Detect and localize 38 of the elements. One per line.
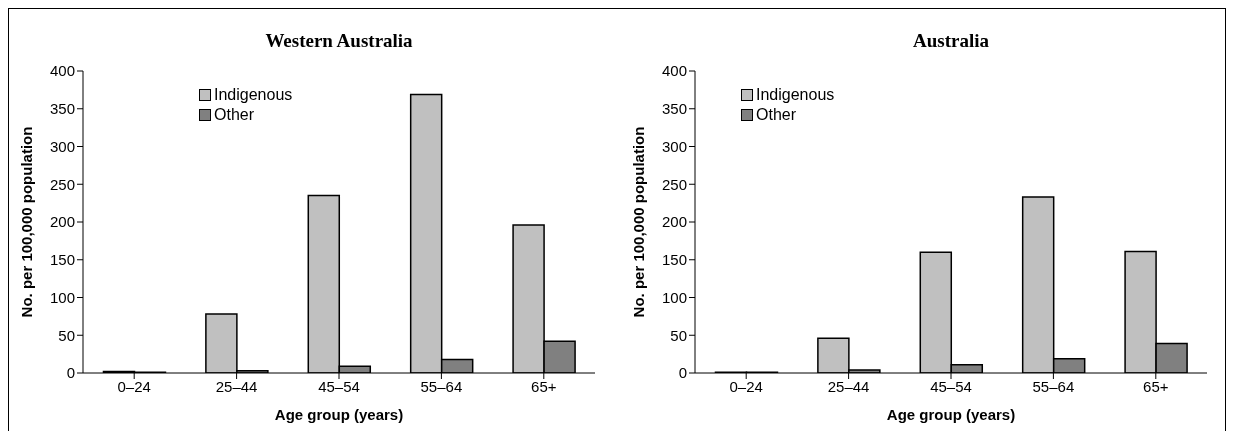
x-tick-label: 45–54	[930, 377, 972, 395]
y-tick-label: 150	[49, 251, 75, 269]
legend-label: Indigenous	[214, 85, 293, 105]
y-tick-label: 200	[661, 213, 687, 231]
x-tick-label: 65+	[1143, 377, 1169, 395]
y-tick-label: 50	[58, 326, 75, 344]
y-tick-label: 350	[49, 100, 75, 118]
y-tick-label: 100	[49, 288, 75, 306]
y-tick-label: 50	[670, 326, 687, 344]
x-tick-label: 55–64	[1032, 377, 1075, 395]
chart-title: Australia	[912, 29, 990, 53]
x-tick-label: 0–24	[117, 377, 151, 395]
y-tick-label: 0	[66, 364, 75, 382]
x-tick-label: 45–54	[318, 377, 360, 395]
y-tick-label: 150	[661, 251, 687, 269]
x-axis-title: Age group (years)	[886, 405, 1016, 423]
y-tick-label: 0	[678, 364, 687, 382]
x-tick-label: 0–24	[729, 377, 763, 395]
y-tick-label: 250	[661, 175, 687, 193]
y-axis-title: No. per 100,000 population	[630, 126, 648, 318]
x-axis-title: Age group (years)	[274, 405, 404, 423]
legend-label: Other	[756, 105, 797, 125]
y-tick-label: 300	[49, 137, 75, 155]
x-tick-label: 65+	[531, 377, 557, 395]
x-tick-label: 55–64	[420, 377, 463, 395]
x-tick-label: 25–44	[215, 377, 258, 395]
x-tick-label: 25–44	[827, 377, 870, 395]
legend-label: Indigenous	[756, 85, 835, 105]
y-tick-label: 400	[661, 62, 687, 80]
y-tick-label: 350	[661, 100, 687, 118]
y-tick-label: 200	[49, 213, 75, 231]
legend-label: Other	[214, 105, 255, 125]
y-axis-title: No. per 100,000 population	[18, 126, 36, 318]
y-tick-label: 250	[49, 175, 75, 193]
y-tick-label: 300	[661, 137, 687, 155]
chart-title: Western Australia	[264, 29, 414, 53]
y-tick-label: 100	[661, 288, 687, 306]
y-tick-label: 400	[49, 62, 75, 80]
